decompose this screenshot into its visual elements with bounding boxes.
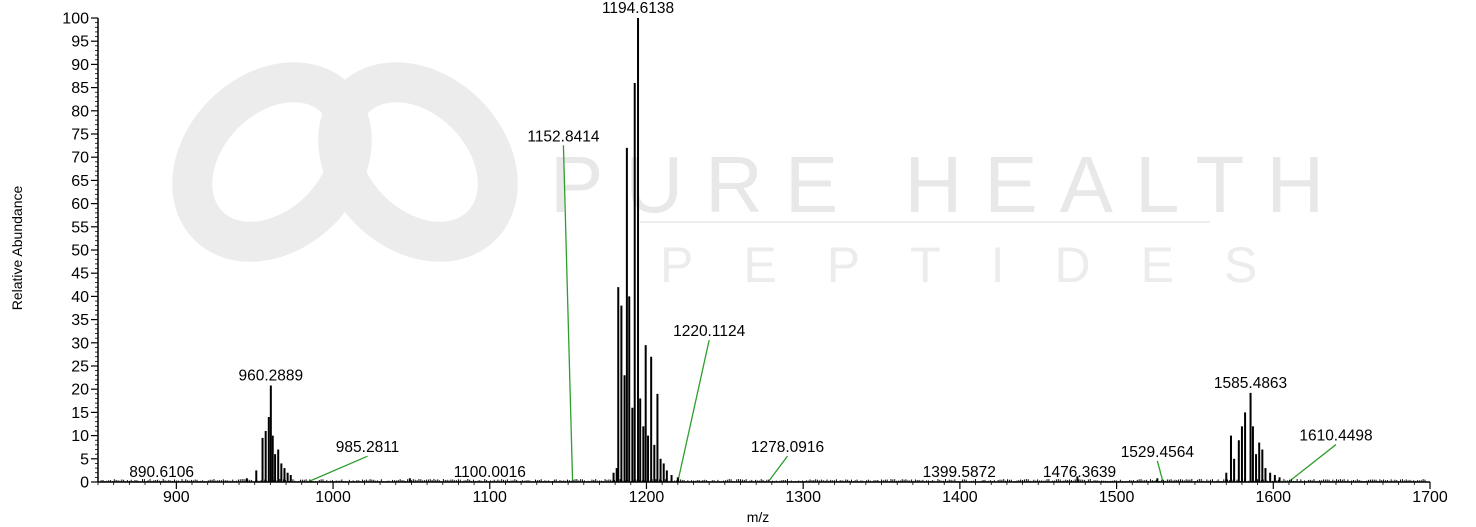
y-tick-label: 75 bbox=[71, 127, 89, 144]
watermark-logo bbox=[172, 62, 518, 262]
annotation-leader bbox=[1289, 444, 1337, 482]
y-tick-label: 35 bbox=[71, 312, 89, 329]
x-tick-label: 900 bbox=[163, 489, 190, 506]
peak-label: 1585.4863 bbox=[1214, 375, 1287, 392]
y-tick-label: 55 bbox=[71, 219, 89, 236]
y-tick-label: 45 bbox=[71, 266, 89, 283]
y-tick-label: 30 bbox=[71, 335, 89, 352]
annotation-leader bbox=[562, 145, 574, 482]
y-tick-label: 0 bbox=[80, 475, 89, 492]
watermark-line1: PURE HEALTH bbox=[550, 140, 1346, 229]
watermark-line2: PEPTIDES bbox=[660, 237, 1307, 293]
y-tick-label: 100 bbox=[62, 11, 89, 28]
y-tick-label: 70 bbox=[71, 150, 89, 167]
x-tick-label: 1400 bbox=[942, 489, 978, 506]
annotation-leader bbox=[677, 340, 710, 482]
axes: 0 5 10 15 20 25 30 35 40 45 50 55 60 65 70 75 80 85 90 95 10… bbox=[62, 11, 1448, 507]
peak-label: 1194.6138 bbox=[602, 0, 674, 17]
peak-label: 1100.0016 bbox=[454, 464, 526, 481]
peak-label: 1220.1124 bbox=[673, 323, 745, 340]
y-tick-label: 90 bbox=[71, 57, 89, 74]
x-tick-label: 1100 bbox=[473, 489, 508, 506]
x-tick-label: 1500 bbox=[1099, 489, 1135, 506]
x-tick-label: 1000 bbox=[315, 489, 351, 506]
peak-label: 960.2889 bbox=[239, 367, 304, 384]
y-tick-label: 20 bbox=[71, 382, 89, 399]
peak-label: 1399.5872 bbox=[923, 464, 996, 481]
y-tick-label: 50 bbox=[71, 243, 89, 260]
peak-label: 1610.4498 bbox=[1299, 428, 1372, 445]
x-axis-title: m/z bbox=[747, 509, 770, 525]
y-tick-label: 10 bbox=[71, 428, 89, 445]
annotation-leader bbox=[768, 455, 789, 482]
y-tick-label: 65 bbox=[71, 173, 89, 190]
y-tick-label: 25 bbox=[71, 359, 89, 376]
x-tick-label: 1200 bbox=[629, 489, 665, 506]
annotation-leader bbox=[309, 455, 368, 482]
y-axis-title: Relative Abundance bbox=[9, 186, 25, 311]
peak-labels: 1194.6138 1152.8414 1220.1124 960.2889 985.2… bbox=[129, 0, 1372, 481]
y-tick-label: 5 bbox=[80, 451, 89, 468]
x-tick-label: 1600 bbox=[1255, 489, 1291, 506]
x-tick-label: 1300 bbox=[785, 489, 821, 506]
y-tick-label: 80 bbox=[71, 103, 89, 120]
y-tick-label: 15 bbox=[71, 405, 89, 422]
x-tick-label: 1700 bbox=[1412, 489, 1448, 506]
y-tick-label: 60 bbox=[71, 196, 89, 213]
peak-label: 1529.4564 bbox=[1121, 444, 1195, 461]
peak-label: 1152.8414 bbox=[527, 128, 599, 145]
peak-label: 890.6106 bbox=[129, 464, 194, 481]
peak-label: 1278.0916 bbox=[751, 439, 824, 456]
y-tick-label: 95 bbox=[71, 34, 89, 51]
peak-label: 985.2811 bbox=[336, 439, 400, 456]
peak-label: 1476.3639 bbox=[1043, 464, 1116, 481]
annotation-leaders bbox=[309, 145, 1337, 482]
y-tick-label: 40 bbox=[71, 289, 89, 306]
annotation-leader bbox=[1156, 460, 1164, 482]
y-tick-label: 85 bbox=[71, 80, 89, 97]
watermark: PURE HEALTH PEPTIDES bbox=[172, 62, 1346, 293]
